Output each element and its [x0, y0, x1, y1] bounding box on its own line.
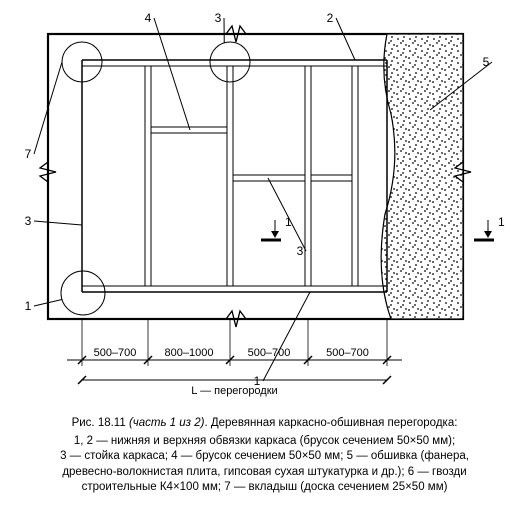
svg-text:1: 1: [25, 299, 32, 313]
caption-fig-num: Рис. 18.11: [72, 417, 129, 429]
svg-text:800–1000: 800–1000: [165, 347, 214, 359]
figure-caption: Рис. 18.11 (часть 1 из 2). Деревянная ка…: [0, 416, 529, 496]
caption-l3: 3 — стойка каркаса; 4 — брусок сечением …: [12, 449, 517, 465]
svg-text:500–700: 500–700: [248, 347, 291, 359]
svg-text:1: 1: [285, 215, 292, 229]
caption-l5: строительные К4×100 мм; 7 — вкладыш (дос…: [12, 480, 517, 496]
svg-text:5: 5: [483, 55, 490, 69]
svg-text:1: 1: [498, 215, 505, 229]
caption-part: (часть 1 из 2): [129, 417, 205, 429]
svg-text:7: 7: [25, 147, 32, 161]
svg-text:500–700: 500–700: [94, 347, 137, 359]
caption-l4: древесно-волокнистая плита, гипсовая сух…: [12, 465, 517, 481]
svg-text:3: 3: [297, 244, 304, 258]
svg-text:4: 4: [145, 11, 152, 25]
svg-text:500–700: 500–700: [326, 347, 369, 359]
svg-text:3: 3: [25, 214, 32, 228]
caption-l2: 1, 2 — нижняя и верхняя обвязки каркаса …: [12, 434, 517, 450]
svg-text:L — перегородки: L — перегородки: [191, 385, 277, 397]
caption-title: . Деревянная каркасно-обшивная перегород…: [204, 417, 457, 429]
svg-text:3: 3: [215, 11, 222, 25]
partition-diagram: 12333457111500–700800–1000500–700500–700…: [0, 0, 529, 400]
svg-text:2: 2: [327, 11, 334, 25]
